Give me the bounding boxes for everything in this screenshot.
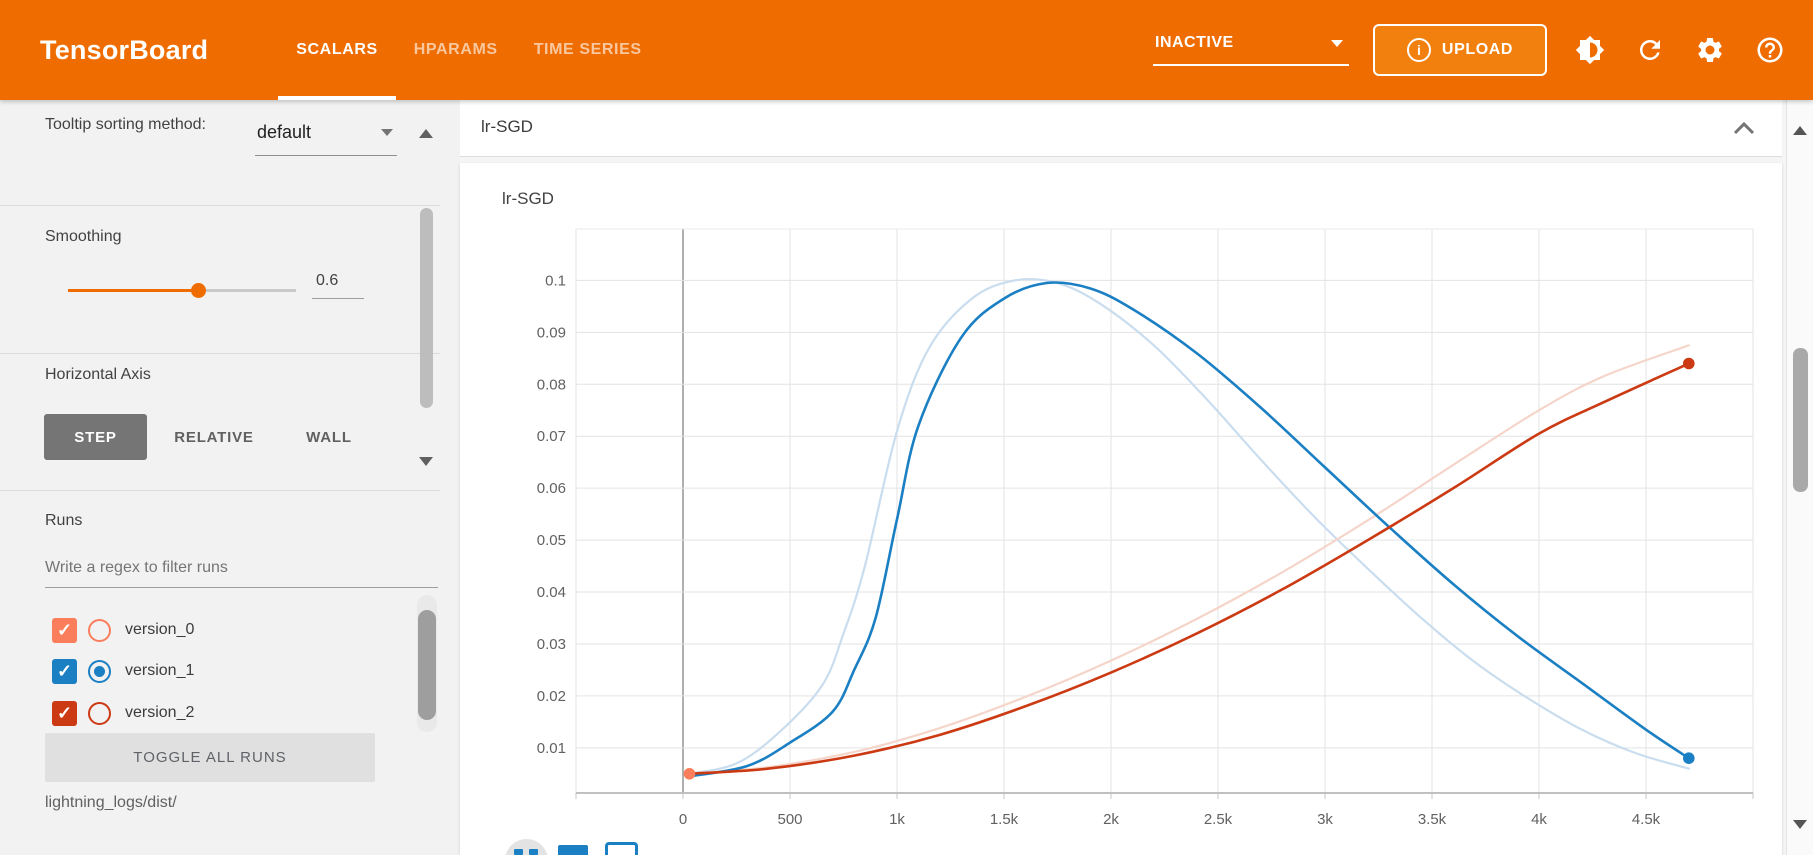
svg-text:0.05: 0.05	[537, 532, 566, 549]
runs-section-label: Runs	[45, 512, 83, 529]
scrollbar-thumb[interactable]	[1793, 348, 1808, 492]
svg-text:2k: 2k	[1103, 811, 1119, 828]
svg-text:4.5k: 4.5k	[1632, 811, 1661, 828]
series-endpoint-version_2	[1683, 357, 1695, 370]
settings-sidebar: Tooltip sorting method: default Smoothin…	[0, 100, 460, 855]
log-directory-label: lightning_logs/dist/	[45, 794, 177, 811]
series-version_2-smoothed	[688, 362, 1691, 776]
runs-filter-input[interactable]	[45, 555, 438, 588]
series-version_1-smoothed	[688, 281, 1691, 778]
status-select[interactable]: INACTIVE	[1153, 34, 1349, 66]
info-icon: i	[1406, 38, 1431, 62]
chevron-down-icon	[381, 129, 393, 136]
svg-text:0.06: 0.06	[537, 480, 566, 497]
help-icon[interactable]	[1753, 33, 1787, 67]
run-checkbox[interactable]: ✓	[52, 618, 77, 643]
expand-card-icon[interactable]	[605, 842, 638, 855]
series-version_1-raw	[688, 277, 1690, 775]
run-selector-icon[interactable]	[505, 839, 548, 855]
series-version_2-raw	[688, 344, 1690, 775]
slider-thumb[interactable]	[191, 283, 206, 298]
toggle-all-runs-button[interactable]: TOGGLE ALL RUNS	[45, 733, 375, 782]
nav-tabs: SCALARS HPARAMS TIME SERIES	[278, 0, 659, 100]
run-row-version-1: ✓ version_1	[0, 654, 410, 690]
smoothing-value-field[interactable]: 0.6	[312, 272, 364, 299]
page-scrollbar[interactable]	[1786, 100, 1813, 855]
scalar-group-header[interactable]: lr-SGD	[460, 100, 1782, 157]
axis-wall-button[interactable]: WALL	[306, 428, 352, 446]
scalar-chart-card: lr-SGD 0.01 0.02 0.03 0.04 0.05 0.06 0.07 0.08 0…	[460, 163, 1782, 855]
refresh-icon[interactable]	[1633, 33, 1667, 67]
svg-text:3.5k: 3.5k	[1418, 811, 1447, 828]
svg-text:0.04: 0.04	[537, 584, 566, 601]
series-endpoint-version_1	[1683, 752, 1695, 765]
run-radio[interactable]	[88, 660, 111, 683]
horizontal-axis-label: Horizontal Axis	[45, 366, 151, 383]
svg-text:4k: 4k	[1531, 811, 1547, 828]
run-row-version-0: ✓ version_0	[0, 613, 410, 649]
tooltip-sorting-select[interactable]: default	[255, 122, 397, 156]
smoothing-label: Smoothing	[45, 228, 122, 245]
svg-text:1.5k: 1.5k	[990, 811, 1019, 828]
tooltip-sorting-label: Tooltip sorting method:	[45, 116, 206, 133]
svg-text:0.1: 0.1	[545, 272, 566, 289]
app-header: TensorBoard SCALARS HPARAMS TIME SERIES …	[0, 0, 1813, 100]
run-row-version-2: ✓ version_2	[0, 696, 410, 732]
axis-step-button[interactable]: STEP	[44, 414, 147, 460]
scrollbar-thumb[interactable]	[420, 208, 433, 408]
run-radio[interactable]	[88, 619, 111, 642]
run-label: version_2	[125, 704, 195, 721]
tab-hparams[interactable]: HPARAMS	[413, 41, 498, 58]
lr-sgd-chart[interactable]: 0.01 0.02 0.03 0.04 0.05 0.06 0.07 0.08 0.09 0.1 0…	[460, 163, 1782, 855]
svg-text:0.07: 0.07	[537, 428, 566, 445]
series-endpoint-version_0	[683, 767, 696, 780]
scrollbar-thumb[interactable]	[418, 610, 436, 720]
divider	[0, 353, 440, 354]
svg-text:0.09: 0.09	[537, 324, 566, 341]
app-title: TensorBoard	[40, 34, 209, 65]
svg-text:2.5k: 2.5k	[1204, 811, 1233, 828]
divider	[0, 490, 440, 491]
scroll-up-icon[interactable]	[1793, 109, 1807, 135]
axis-relative-button[interactable]: RELATIVE	[174, 428, 254, 446]
scroll-down-icon[interactable]	[419, 457, 433, 483]
tab-scalars[interactable]: SCALARS	[278, 0, 396, 100]
settings-scrollbar[interactable]	[416, 104, 437, 490]
runs-list-scrollbar[interactable]	[417, 595, 437, 732]
upload-button[interactable]: i UPLOAD	[1373, 24, 1547, 76]
tab-time-series[interactable]: TIME SERIES	[533, 41, 642, 58]
scroll-up-icon[interactable]	[419, 112, 433, 138]
run-radio[interactable]	[88, 702, 111, 725]
smoothing-slider[interactable]	[68, 282, 296, 298]
header-actions	[1573, 0, 1787, 100]
run-checkbox[interactable]: ✓	[52, 701, 77, 726]
slider-fill	[68, 289, 198, 292]
brightness-toggle-icon[interactable]	[1573, 33, 1607, 67]
run-label: version_0	[125, 621, 195, 638]
collapse-group-icon[interactable]	[1732, 120, 1756, 136]
svg-text:0.03: 0.03	[537, 636, 566, 653]
status-select-value: INACTIVE	[1155, 34, 1234, 51]
card-action-icon[interactable]	[558, 845, 588, 855]
svg-text:0.08: 0.08	[537, 376, 566, 393]
divider	[0, 205, 440, 206]
svg-text:0.01: 0.01	[537, 740, 566, 757]
svg-text:500: 500	[777, 811, 802, 828]
group-title: lr-SGD	[481, 117, 533, 136]
tooltip-sorting-value: default	[257, 122, 312, 142]
svg-text:1k: 1k	[889, 811, 905, 828]
chevron-down-icon	[1331, 39, 1343, 47]
run-checkbox[interactable]: ✓	[52, 659, 77, 684]
run-label: version_1	[125, 662, 195, 679]
svg-text:3k: 3k	[1317, 811, 1333, 828]
scroll-down-icon[interactable]	[1793, 820, 1807, 846]
svg-text:0: 0	[679, 811, 687, 828]
settings-gear-icon[interactable]	[1693, 33, 1727, 67]
svg-text:0.02: 0.02	[537, 688, 566, 705]
chart-title: lr-SGD	[502, 189, 554, 208]
